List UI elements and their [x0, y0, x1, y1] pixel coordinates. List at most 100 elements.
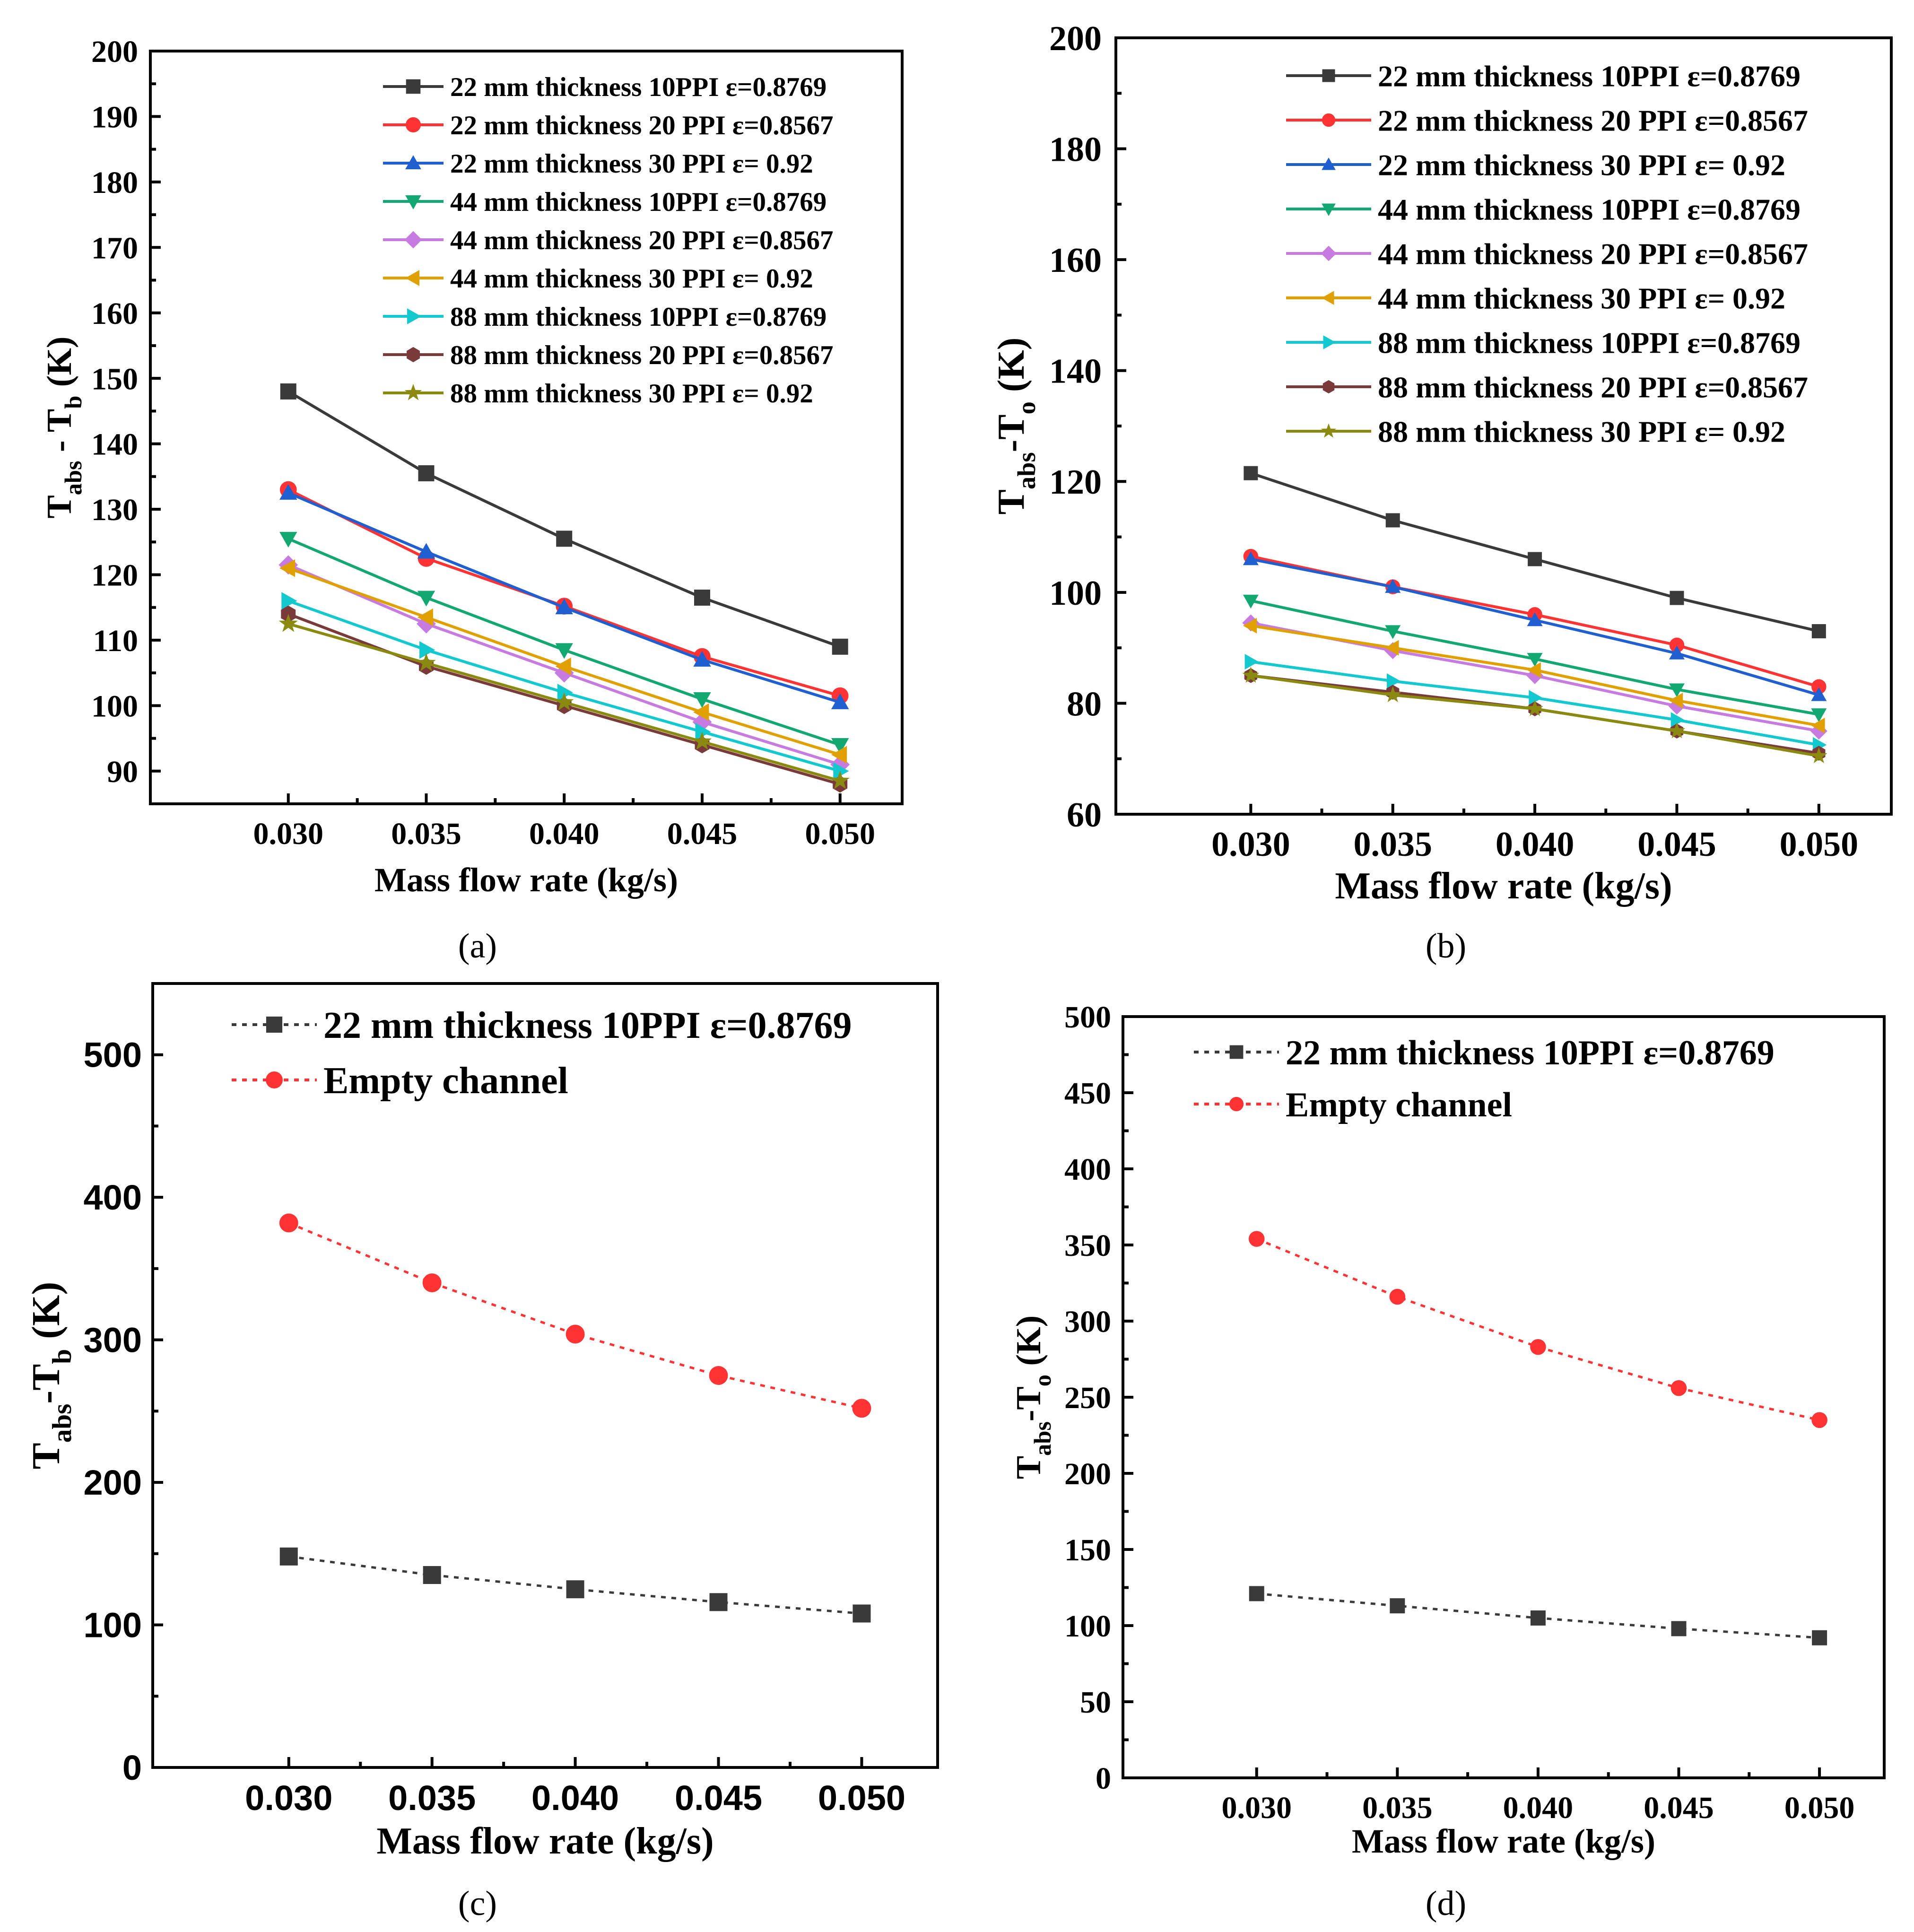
legend-label: 22 mm thickness 30 PPI ε= 0.92 — [1378, 148, 1785, 182]
y-axis-title-part: (K) — [24, 1282, 68, 1349]
x-tick-label: 0.050 — [1780, 825, 1859, 864]
x-tick-label: 0.050 — [805, 817, 875, 851]
x-tick-label: 0.030 — [245, 1778, 332, 1818]
x-tick-label: 0.045 — [1644, 1791, 1714, 1825]
legend-marker — [404, 383, 422, 400]
data-point — [1527, 653, 1543, 667]
y-axis-title-part: T — [24, 1443, 68, 1469]
legend-label: 88 mm thickness 10PPI ε=0.8769 — [1378, 326, 1801, 359]
legend-marker — [404, 231, 422, 249]
y-axis-title-subscript: b — [60, 396, 87, 409]
data-point — [419, 641, 435, 659]
data-point — [280, 383, 296, 400]
panel-caption: (a) — [458, 927, 497, 966]
legend-label: 44 mm thickness 10PPI ε=0.8769 — [450, 187, 826, 217]
data-point — [1390, 1598, 1405, 1614]
y-tick-label: 400 — [84, 1178, 142, 1217]
data-point — [1812, 1630, 1827, 1645]
x-tick-label: 0.045 — [675, 1778, 762, 1818]
x-tick-label: 0.035 — [1353, 825, 1432, 864]
data-point — [1670, 1380, 1687, 1396]
data-point — [566, 1580, 584, 1599]
data-point — [1530, 1610, 1546, 1626]
x-axis-title: Mass flow rate (kg/s) — [374, 861, 678, 899]
data-point — [417, 543, 435, 559]
y-tick-label: 500 — [1064, 1000, 1111, 1035]
legend-marker — [266, 1071, 283, 1088]
y-tick-label: 200 — [1049, 19, 1102, 58]
legend-marker — [1322, 291, 1334, 305]
y-axis-title-part: (K) — [1009, 1315, 1048, 1375]
legend-label: 22 mm thickness 30 PPI ε= 0.92 — [450, 149, 813, 179]
legend-label: 22 mm thickness 10PPI ε=0.8769 — [323, 1005, 852, 1046]
y-tick-label: 100 — [91, 689, 138, 723]
y-tick-label: 300 — [84, 1321, 142, 1360]
data-point — [555, 657, 571, 675]
x-tick-label: 0.040 — [1496, 825, 1575, 864]
legend-label: Empty channel — [323, 1060, 568, 1102]
y-tick-label: 110 — [93, 624, 138, 658]
legend-marker — [407, 347, 420, 363]
data-point — [853, 1604, 871, 1623]
legend-marker — [405, 117, 421, 133]
data-point — [831, 693, 849, 709]
y-axis-title-part: -T — [1009, 1386, 1048, 1421]
data-point — [1527, 612, 1543, 627]
y-tick-label: 500 — [84, 1036, 142, 1075]
y-axis-title-part: -T — [991, 414, 1032, 452]
legend-marker — [1322, 69, 1335, 82]
y-tick-label: 300 — [1064, 1305, 1111, 1339]
y-tick-label: 60 — [1067, 796, 1102, 835]
data-point — [554, 663, 574, 683]
data-point — [278, 614, 298, 632]
y-axis-title-subscript: o — [1029, 1375, 1056, 1386]
legend-label: Empty channel — [1286, 1086, 1512, 1124]
legend-label: 44 mm thickness 20 PPI ε=0.8567 — [1378, 237, 1808, 270]
legend-marker — [1322, 380, 1335, 394]
data-point — [1670, 591, 1684, 605]
legend-marker — [1322, 157, 1336, 170]
data-point — [417, 591, 435, 607]
data-point — [1527, 662, 1541, 678]
y-axis-title-subscript: abs — [47, 1404, 77, 1443]
legend-label: 88 mm thickness 20 PPI ε=0.8567 — [1378, 370, 1808, 404]
y-tick-label: 130 — [91, 493, 138, 527]
legend-label: 22 mm thickness 20 PPI ε=0.8567 — [1378, 104, 1808, 137]
data-point — [1248, 1231, 1265, 1247]
x-tick-label: 0.040 — [1503, 1791, 1574, 1825]
data-point — [1671, 1621, 1687, 1636]
data-point — [279, 1547, 298, 1566]
data-point — [1811, 679, 1827, 694]
legend-label: 44 mm thickness 20 PPI ε=0.8567 — [450, 226, 834, 255]
data-point — [1811, 687, 1827, 701]
x-tick-label: 0.050 — [818, 1778, 905, 1818]
plot-area — [1116, 38, 1891, 814]
data-point — [1243, 551, 1259, 566]
y-axis-title-part: (K) — [991, 338, 1032, 402]
data-point — [1385, 625, 1401, 639]
panel-c: 0 100 200 300 400 500 0.030 0.035 0.040 0.045 0.05… — [24, 982, 939, 1923]
x-tick-label: 0.035 — [391, 817, 461, 851]
data-point — [279, 1213, 298, 1233]
x-tick-label: 0.045 — [1637, 825, 1716, 864]
y-tick-label: 120 — [1049, 463, 1102, 502]
data-point — [1384, 686, 1401, 703]
y-tick-label: 180 — [91, 165, 138, 200]
x-tick-label: 0.050 — [1784, 1791, 1855, 1825]
data-point — [557, 683, 573, 702]
y-axis-title-part: (K) — [40, 336, 79, 395]
data-point — [1811, 624, 1826, 638]
data-point — [695, 723, 711, 741]
data-point — [1810, 747, 1827, 764]
data-point — [279, 531, 297, 548]
data-point — [693, 703, 709, 721]
panel-caption: (d) — [1426, 1884, 1466, 1923]
legend-label: 22 mm thickness 10PPI ε=0.8769 — [1378, 59, 1801, 93]
legend-marker — [1323, 335, 1336, 349]
y-tick-label: 160 — [91, 296, 138, 331]
y-tick-label: 140 — [91, 427, 138, 462]
y-tick-label: 50 — [1080, 1685, 1111, 1720]
data-point — [1385, 579, 1401, 593]
legend-marker — [1322, 203, 1336, 216]
